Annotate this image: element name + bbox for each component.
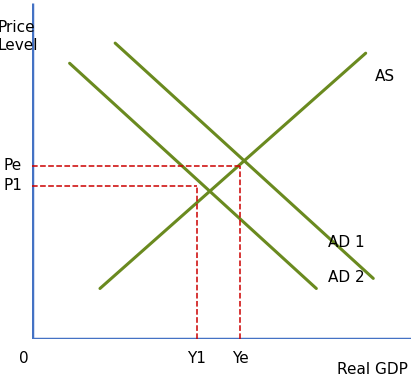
Text: Pe: Pe [4, 158, 22, 173]
Text: AD 1: AD 1 [327, 235, 363, 250]
Text: 0: 0 [19, 351, 29, 366]
Text: Real GDP: Real GDP [336, 362, 406, 377]
Text: Y1: Y1 [187, 351, 206, 366]
Text: AD 2: AD 2 [327, 270, 363, 285]
Text: Price
Level: Price Level [0, 20, 38, 53]
Text: AS: AS [374, 69, 394, 84]
Text: Ye: Ye [231, 351, 248, 366]
Text: P1: P1 [3, 178, 22, 193]
